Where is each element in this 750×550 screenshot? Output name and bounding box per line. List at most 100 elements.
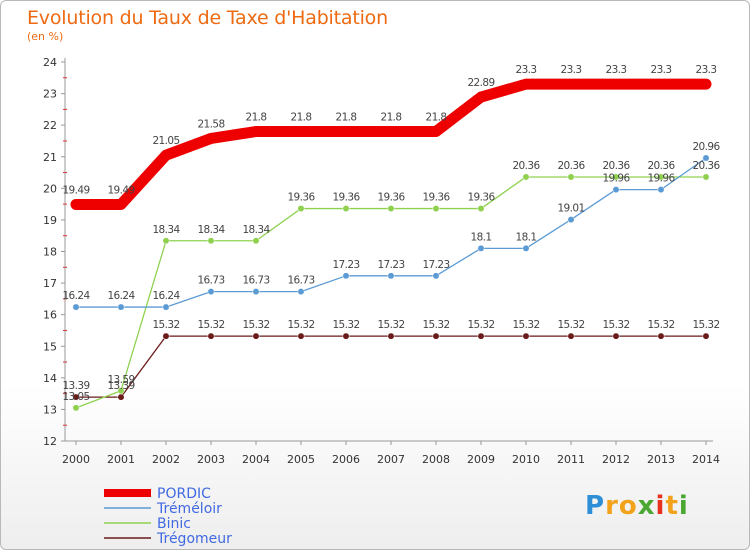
x-tick-label: 2012 [602, 453, 630, 466]
x-tick-label: 2014 [692, 453, 720, 466]
data-label-2: 19.36 [287, 192, 315, 204]
y-tick-label: 23 [43, 88, 57, 101]
data-label-1: 16.24 [107, 290, 135, 302]
point-1 [702, 154, 710, 162]
data-points [72, 154, 710, 412]
data-label-3: 15.32 [422, 319, 449, 331]
logo-letter: r [605, 491, 619, 521]
data-label-0: 23.3 [561, 64, 582, 76]
data-label-2: 19.36 [467, 192, 495, 204]
logo-letter: t [665, 491, 679, 521]
x-tick-label: 2003 [197, 453, 225, 466]
data-label-0: 19.49 [62, 184, 89, 196]
point-1 [207, 288, 215, 296]
point-2 [387, 205, 395, 212]
data-label-0: 23.3 [651, 64, 672, 76]
x-tick-label: 2002 [152, 453, 180, 466]
legend-label-2: Binic [157, 516, 191, 532]
legend-label-1: Tréméloir [156, 501, 222, 517]
y-tick-label: 18 [43, 246, 57, 259]
legend-label-0: PORDIC [157, 486, 211, 502]
data-label-3: 15.32 [512, 319, 539, 331]
point-1 [657, 186, 665, 194]
data-label-2: 18.34 [242, 224, 270, 236]
point-1 [252, 288, 260, 296]
logo-letter: x [637, 491, 656, 521]
point-3 [477, 332, 485, 340]
data-label-0: 23.3 [696, 64, 717, 76]
point-1 [342, 272, 350, 280]
logo-letter: i [678, 491, 689, 521]
data-label-1: 16.73 [242, 275, 269, 287]
data-label-3: 15.32 [557, 319, 584, 331]
x-tick-label: 2005 [287, 453, 315, 466]
point-3 [432, 332, 440, 340]
chart-title: Evolution du Taux de Taxe d'Habitation [27, 7, 388, 29]
point-3 [252, 332, 260, 340]
data-label-1: 16.24 [152, 290, 180, 302]
data-label-1: 17.23 [332, 259, 359, 271]
data-label-3: 15.32 [152, 319, 179, 331]
data-label-0: 22.89 [467, 77, 494, 89]
data-label-1: 19.96 [647, 173, 675, 185]
point-3 [387, 332, 395, 340]
data-label-2: 20.36 [647, 160, 675, 172]
point-2 [252, 237, 260, 245]
x-tick-label: 2011 [557, 453, 585, 466]
point-1 [117, 303, 125, 311]
y-tick-label: 14 [43, 372, 57, 385]
y-tick-label: 16 [43, 309, 57, 322]
data-label-3: 15.32 [287, 319, 314, 331]
data-label-0: 19.49 [107, 184, 134, 196]
data-label-2: 13.59 [107, 374, 134, 386]
point-1 [72, 303, 80, 311]
data-label-3: 15.32 [377, 319, 404, 331]
data-label-1: 16.73 [287, 275, 314, 287]
point-2 [657, 173, 665, 181]
x-tick-label: 2007 [377, 453, 405, 466]
logo-letter: P [585, 491, 606, 521]
data-label-0: 21.8 [426, 111, 447, 123]
x-tick-label: 2000 [62, 453, 90, 466]
point-2 [567, 173, 575, 181]
data-label-0: 21.8 [336, 111, 357, 123]
point-3 [162, 332, 170, 340]
data-label-0: 23.3 [606, 64, 627, 76]
x-tick-label: 2001 [107, 453, 135, 466]
axes: 12 13 14 15 16 17 18 19 20 21 22 23 24 2000 2001 2002 20… [43, 56, 720, 466]
point-3 [612, 332, 620, 340]
data-label-1: 16.73 [197, 275, 224, 287]
data-label-2: 20.36 [602, 160, 630, 172]
point-2 [342, 205, 350, 212]
data-label-2: 19.36 [332, 192, 360, 204]
point-3 [297, 332, 305, 340]
point-1 [432, 272, 440, 280]
series-lines [70, 78, 712, 409]
y-tick-label: 20 [43, 182, 57, 195]
data-label-2: 20.36 [557, 160, 585, 172]
data-labels: 13.39 13.39 15.32 15.32 15.32 15.32 15.32 15.32… [62, 64, 721, 403]
x-tick-label: 2006 [332, 453, 360, 466]
y-tick-label: 21 [43, 151, 57, 164]
y-tick-label: 19 [43, 214, 57, 227]
point-2 [207, 237, 215, 245]
data-label-0: 21.8 [381, 111, 402, 123]
x-tick-label: 2009 [467, 453, 495, 466]
point-2 [702, 173, 710, 181]
data-label-0: 21.58 [197, 118, 224, 130]
data-label-0: 21.05 [152, 135, 179, 147]
point-3 [342, 332, 350, 340]
logo-letter: i [655, 491, 666, 521]
data-label-3: 15.32 [197, 319, 224, 331]
point-3 [702, 332, 710, 340]
data-label-2: 19.36 [422, 192, 450, 204]
data-label-3: 13.39 [107, 380, 134, 392]
point-2 [477, 205, 485, 212]
point-3 [207, 332, 215, 340]
point-2 [162, 237, 170, 245]
y-tick-label: 12 [43, 435, 57, 448]
y-tick-label: 15 [43, 340, 57, 353]
